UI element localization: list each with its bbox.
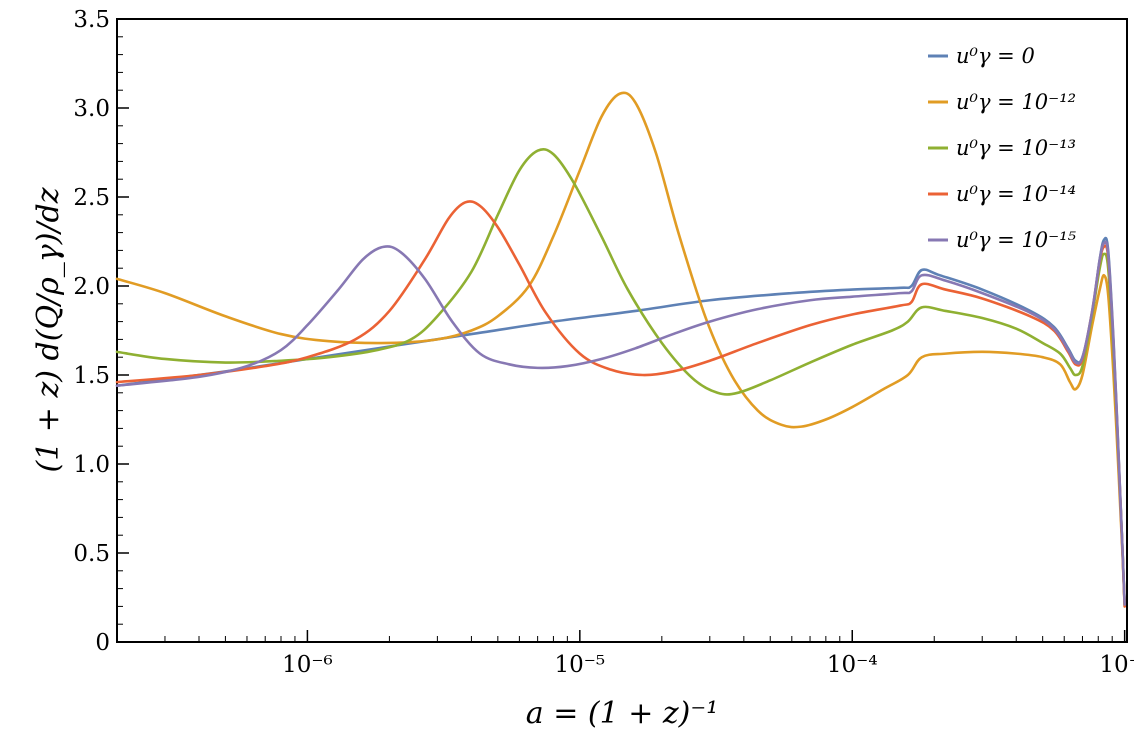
plot-frame (116, 18, 1128, 643)
x-tick-label: 10⁻⁵ (555, 652, 606, 678)
y-tick-label: 3.5 (73, 7, 110, 33)
y-tick-label: 2.5 (73, 185, 110, 211)
y-axis-ticks: 0 0.5 1.0 1.5 2.0 2.5 3.0 3.5 (73, 7, 129, 656)
legend: u⁰γ = 0 u⁰γ = 10⁻¹² u⁰γ = 10⁻¹³ u⁰γ = 10⁻¹⁴… (928, 44, 1077, 252)
x-tick-label: 10⁻⁴ (827, 652, 878, 678)
x-axis-ticks: 10⁻⁶ 10⁻⁵ 10⁻⁴ 10⁻³ (116, 630, 1134, 678)
y-axis-title: (1 + z) d(Q/ρ_γ)/dz (31, 187, 66, 472)
y-tick-label: 0.5 (73, 541, 110, 567)
x-axis-title: a = (1 + z)⁻¹ (526, 696, 718, 731)
x-tick-label: 10⁻⁶ (282, 652, 333, 678)
y-tick-label: 1.5 (73, 363, 110, 389)
series-lines (115, 91, 1126, 608)
legend-label-0: u⁰γ = 0 (956, 44, 1035, 68)
series-line-4 (115, 240, 1126, 606)
series-line-0 (115, 236, 1126, 606)
legend-label-4: u⁰γ = 10⁻¹⁵ (956, 228, 1077, 252)
y-tick-label: 0 (95, 630, 110, 656)
legend-label-2: u⁰γ = 10⁻¹³ (956, 136, 1076, 160)
series-line-3 (115, 200, 1126, 608)
y-tick-label: 2.0 (73, 274, 110, 300)
legend-label-1: u⁰γ = 10⁻¹² (956, 90, 1076, 114)
series-line-2 (115, 147, 1126, 606)
x-tick-label: 10⁻³ (1099, 652, 1134, 678)
y-tick-label: 1.0 (73, 452, 110, 478)
y-tick-label: 3.0 (73, 96, 110, 122)
series-line-1 (115, 91, 1126, 608)
legend-label-3: u⁰γ = 10⁻¹⁴ (956, 182, 1076, 206)
